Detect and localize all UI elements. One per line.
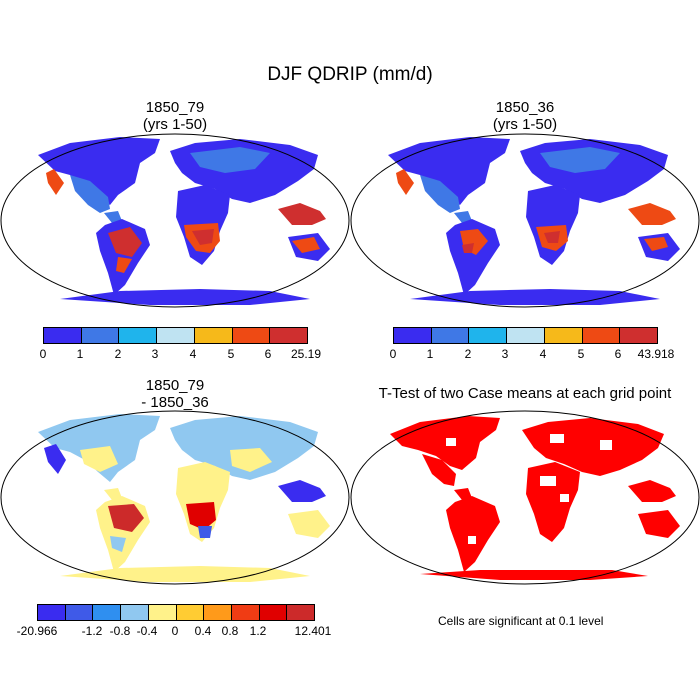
panel2-map [350,133,700,308]
colorbar2 [393,327,658,344]
panel4-significant-cells [390,416,680,580]
colorbar3-tick-label: 0.8 [221,624,239,638]
colorbar1 [43,327,308,344]
colorbar1-tick-label: 3 [151,347,159,361]
colorbar3-box [93,605,122,620]
panel1-title-line1: 1850_79 [145,99,205,116]
panel3-title-line1: 1850_79 [145,377,205,394]
significance-note: Cells are significant at 0.1 level [438,614,604,628]
colorbar2-box [431,328,470,343]
colorbar3-box [231,605,260,620]
colorbar1-box [81,328,120,343]
panel1-map [0,133,350,308]
colorbar1-box [44,328,82,343]
colorbar3-tick-label: 0 [171,624,179,638]
panel3-title-line2: - 1850_36 [141,394,209,411]
colorbar2-tick-label: 4 [539,347,547,361]
colorbar3-tick-label: 1.2 [249,624,267,638]
panel1-land [38,137,330,305]
colorbar2-tick-label: 43.918 [637,347,675,361]
colorbar2-tick-label: 0 [389,347,397,361]
colorbar2-box [394,328,432,343]
colorbar3-box [65,605,94,620]
colorbar2-tick-label: 6 [614,347,622,361]
panel2-title: 1850_36 (yrs 1-50) [420,99,630,133]
colorbar1-tick-label: 4 [189,347,197,361]
colorbar2-tick-label: 2 [464,347,472,361]
colorbar3-box [204,605,232,620]
colorbar3-tick-label: -0.8 [109,624,131,638]
colorbar3 [37,604,315,621]
colorbar2-tick-label: 1 [426,347,434,361]
colorbar3-tick-label: 0.4 [194,624,212,638]
colorbar1-tick-label: 6 [264,347,272,361]
colorbar3-box [259,605,288,620]
colorbar2-tick-label: 3 [501,347,509,361]
panel4-map [350,410,700,585]
colorbar1-box [119,328,158,343]
panel2-title-line1: 1850_36 [495,99,555,116]
colorbar2-box [469,328,508,343]
colorbar3-box [121,605,149,620]
colorbar1-tick-label: 25.19 [290,347,322,361]
panel3-land [38,414,330,582]
panel3-map [0,410,350,585]
colorbar2-tick-label: 5 [577,347,585,361]
colorbar1-box [270,328,308,343]
colorbar2-box [582,328,621,343]
colorbar1-box [157,328,195,343]
colorbar3-box [148,605,177,620]
colorbar3-box [38,605,66,620]
panel3-title: 1850_79 - 1850_36 [70,377,280,411]
figure-title: DJF QDRIP (mm/d) [267,64,433,85]
colorbar3-tick-label: -1.2 [81,624,103,638]
colorbar2-box [507,328,545,343]
panel4-nonsignificant-gaps [446,434,612,544]
colorbar2-box [544,328,583,343]
panel4-title: T-Test of two Case means at each grid po… [378,385,672,402]
colorbar3-tick-label: 12.401 [294,624,332,638]
colorbar1-tick-label: 1 [76,347,84,361]
panel2-title-line2: (yrs 1-50) [492,116,558,133]
colorbar3-tick-label: -0.4 [136,624,158,638]
colorbar1-box [194,328,233,343]
colorbar2-box [620,328,658,343]
panel1-title-line2: (yrs 1-50) [142,116,208,133]
colorbar3-box [176,605,205,620]
colorbar3-box [287,605,315,620]
colorbar1-tick-label: 2 [114,347,122,361]
colorbar1-tick-label: 0 [39,347,47,361]
colorbar1-tick-label: 5 [227,347,235,361]
panel2-land [388,137,680,305]
colorbar1-box [232,328,271,343]
panel1-title: 1850_79 (yrs 1-50) [70,99,280,133]
colorbar3-tick-label: -20.966 [16,624,58,638]
